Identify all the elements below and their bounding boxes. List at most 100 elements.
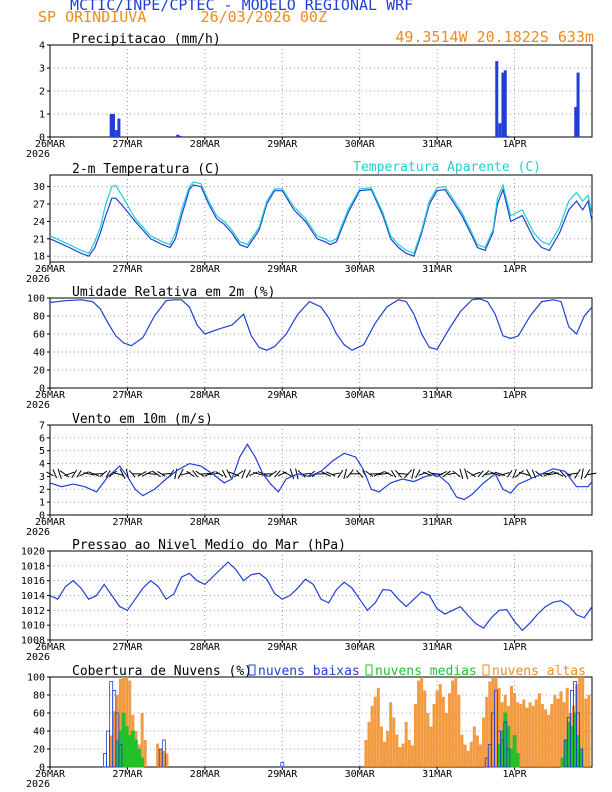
clouds-xtick-label: 27MAR	[112, 769, 143, 780]
temp-ytick-label: 27	[33, 200, 45, 211]
clouds-year-label: 2026	[26, 779, 50, 790]
wind-xtick-label: 31MAR	[422, 517, 453, 528]
rh-line-blue	[49, 298, 593, 351]
temp-ytick-label: 18	[33, 252, 45, 263]
cloud-bar-green	[140, 757, 145, 768]
wind-arrow	[464, 468, 469, 480]
rh-ytick-label: 60	[33, 330, 45, 341]
wind-arrow	[343, 468, 347, 480]
cloud-bar-green	[563, 739, 568, 768]
wind-ytick-label: 2	[39, 485, 45, 496]
wind-arrow	[137, 470, 147, 477]
wind-arrow	[93, 473, 104, 475]
wind-arrow	[112, 472, 124, 476]
wind-arrow	[526, 469, 533, 479]
wind-arrow	[337, 469, 344, 478]
cloud-bar-orange	[373, 696, 377, 767]
wind-arrow	[46, 471, 54, 477]
wind-arrow	[289, 468, 295, 480]
wind-arrow	[204, 471, 215, 477]
cloud-bar-blue	[161, 739, 166, 768]
cloud-bar-green	[503, 712, 508, 768]
cloud-bar-orange	[109, 735, 113, 767]
temp-title: 2-m Temperatura (C)	[72, 162, 221, 177]
cloud-bar-green	[134, 739, 138, 768]
wind-xtick-label: 27MAR	[112, 517, 143, 528]
wind-ytick-label: 6	[39, 433, 45, 444]
temp-ytick-label: 21	[33, 234, 45, 245]
cloud-bar-orange	[522, 699, 526, 767]
cloud-bar-orange	[469, 741, 473, 767]
temp-line-cyan	[49, 181, 593, 255]
wind-arrow	[587, 472, 597, 476]
cloud-bar-orange	[143, 740, 147, 767]
cloud-bar-orange	[559, 691, 563, 767]
pressure-xtick-label: 30MAR	[345, 642, 376, 653]
wind-arrow	[584, 469, 591, 479]
wind-arrow	[64, 471, 75, 477]
pressure-xtick-label: 31MAR	[422, 642, 453, 653]
wind-ytick-label: 5	[39, 446, 45, 457]
precip-ytick-label: 2	[39, 87, 45, 98]
cloud-bar-green	[566, 721, 571, 768]
cloud-bar-green	[509, 748, 514, 768]
cloud-bar-orange	[482, 717, 486, 767]
temp-xtick-label: 28MAR	[190, 264, 221, 275]
rh-xtick-label: 30MAR	[345, 390, 376, 401]
cloud-bar-blue	[103, 753, 107, 768]
rh-xtick-label: 26MAR	[35, 390, 66, 401]
cloud-bar-orange	[519, 704, 523, 767]
wind-arrow	[325, 471, 336, 477]
wind-xtick-label: 28MAR	[190, 517, 221, 528]
wind-arrow	[249, 471, 258, 477]
cloud-bar-orange	[562, 702, 566, 767]
wind-arrow	[567, 472, 578, 476]
clouds-xtick-label: 30MAR	[345, 769, 376, 780]
cloud-bar-orange	[165, 753, 169, 767]
precip-bar	[501, 72, 505, 137]
cloud-bar-orange	[454, 677, 458, 767]
wind-year-label: 2026	[26, 527, 50, 538]
cloud-bar-green	[137, 748, 141, 768]
wind-arrow	[459, 468, 464, 480]
precip-ytick-label: 1	[39, 110, 45, 121]
precip-bar	[503, 70, 507, 137]
wind-arrow	[356, 469, 364, 478]
wind-arrow	[574, 468, 581, 479]
cloud-bar-green	[121, 712, 126, 768]
cloud-bar-orange	[491, 677, 495, 767]
wind-ytick-label: 3	[39, 472, 45, 483]
wind-arrow	[161, 473, 171, 475]
temp-xtick-label: 31MAR	[422, 264, 453, 275]
cloud-bar-orange	[435, 690, 439, 767]
cloud-bar-orange	[475, 735, 479, 767]
cloud-bar-orange	[392, 717, 396, 767]
cloud-bar-blue	[280, 762, 285, 768]
cloud-bar-green	[118, 730, 123, 768]
pressure-ytick-label: 1016	[21, 576, 45, 587]
cloud-bar-orange	[386, 731, 390, 767]
precip-bar	[576, 72, 580, 137]
cloud-bar-blue	[118, 744, 123, 768]
precip-xtick-label: 30MAR	[345, 139, 376, 150]
wind-arrow	[512, 469, 517, 479]
wind-arrow	[105, 470, 111, 478]
cloud-bar-orange	[516, 702, 520, 767]
cloud-bar-orange	[370, 705, 374, 767]
cloud-bar-orange	[432, 704, 436, 767]
cloud-bar-orange	[395, 734, 399, 767]
cloud-bar-orange	[534, 699, 538, 767]
wind-arrow	[226, 469, 232, 479]
wind-arrow	[514, 470, 524, 478]
precip-bar	[498, 123, 502, 137]
cloud-bar-orange	[488, 681, 492, 767]
cloud-bar-orange	[420, 677, 424, 767]
cloud-bar-blue	[576, 712, 580, 768]
wind-arrow	[119, 468, 126, 479]
pressure-ytick-label: 1010	[21, 621, 45, 632]
cloud-bar-green	[569, 726, 574, 768]
wind-arrow	[245, 469, 251, 478]
cloud-bar-orange	[584, 698, 588, 767]
cloud-bar-green	[560, 757, 565, 768]
wind-arrow	[199, 472, 211, 475]
